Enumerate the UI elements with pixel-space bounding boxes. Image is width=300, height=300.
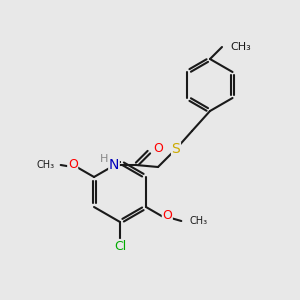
Text: CH₃: CH₃ bbox=[230, 42, 251, 52]
Text: O: O bbox=[162, 208, 172, 221]
Text: O: O bbox=[68, 158, 78, 172]
Text: CH₃: CH₃ bbox=[189, 216, 207, 226]
Text: S: S bbox=[172, 142, 180, 156]
Text: Cl: Cl bbox=[114, 239, 126, 253]
Text: O: O bbox=[153, 142, 163, 155]
Text: N: N bbox=[109, 158, 119, 172]
Text: CH₃: CH₃ bbox=[37, 160, 55, 170]
Text: H: H bbox=[100, 154, 108, 164]
